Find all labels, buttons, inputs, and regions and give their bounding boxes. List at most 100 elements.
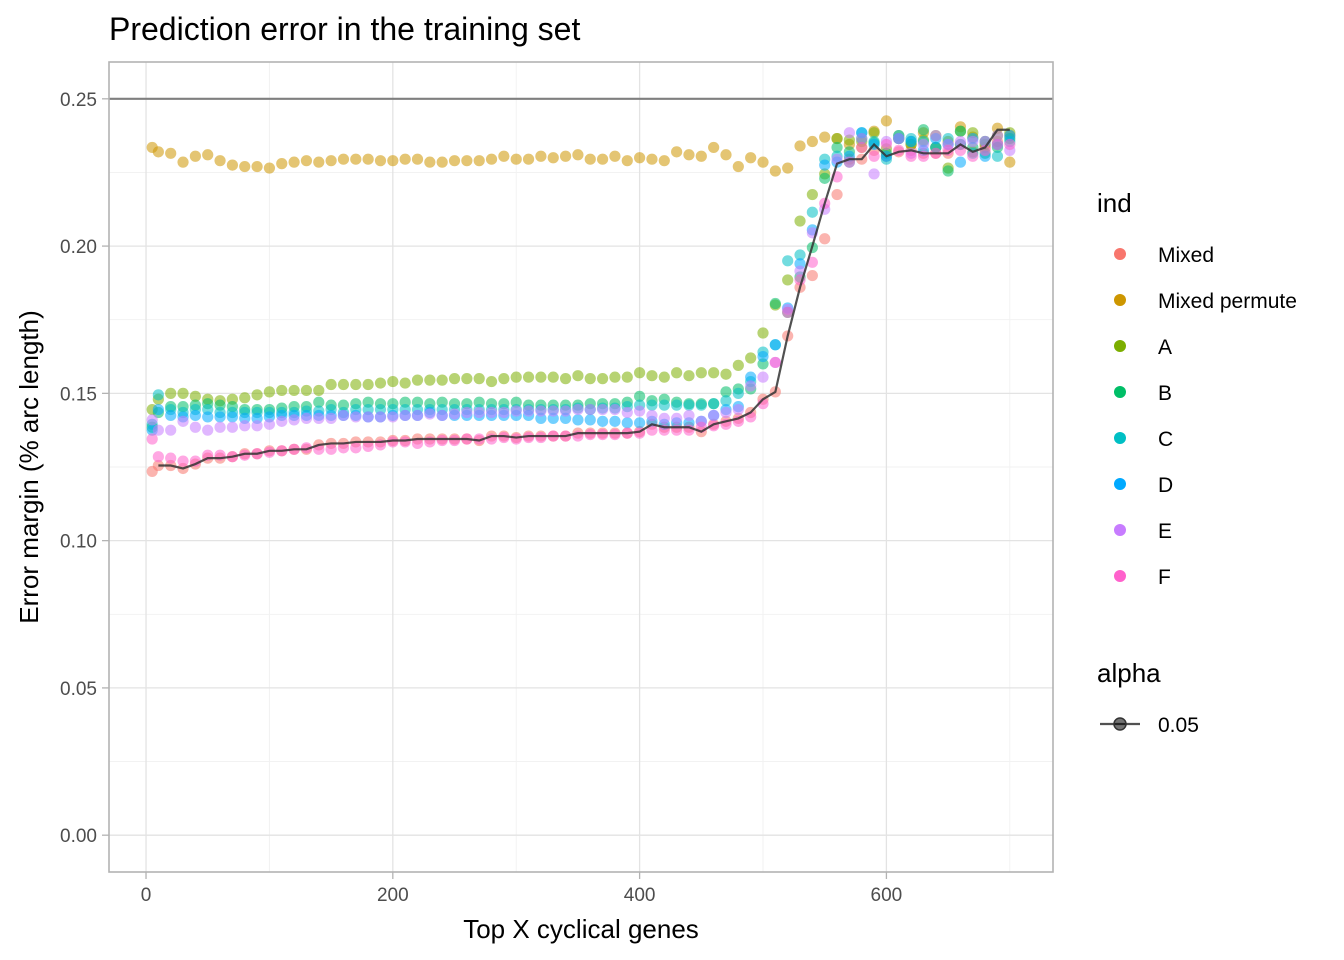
data-point: [782, 255, 794, 267]
data-point: [806, 188, 818, 201]
data-point: [634, 390, 646, 402]
y-tick-label: 0.05: [60, 679, 97, 700]
data-point: [547, 371, 559, 383]
data-point: [165, 409, 177, 422]
data-point: [350, 442, 362, 454]
data-point: [374, 155, 387, 167]
panel-border: [108, 61, 1054, 873]
data-point: [671, 367, 683, 379]
data-point: [819, 233, 831, 245]
data-point: [325, 378, 337, 391]
data-point: [646, 424, 658, 436]
legend-item: Mixed permute: [1114, 290, 1297, 313]
data-point: [584, 414, 596, 426]
legend-item: C: [1114, 428, 1173, 451]
legend-line-point: [1113, 717, 1127, 731]
data-point: [300, 412, 313, 424]
data-point: [146, 414, 158, 426]
data-point: [448, 373, 461, 385]
data-point: [276, 415, 288, 427]
data-point: [448, 434, 461, 447]
data-point: [448, 408, 461, 420]
data-point: [880, 115, 893, 127]
data-point: [572, 370, 584, 382]
data-point: [732, 403, 744, 416]
data-point: [214, 421, 226, 433]
chart-title: Prediction error in the training set: [109, 11, 580, 47]
data-point: [226, 421, 238, 433]
data-point: [843, 127, 855, 139]
data-point: [757, 371, 769, 383]
data-point: [621, 371, 633, 383]
legend-key: [1114, 340, 1126, 352]
series-mixed: [146, 130, 1016, 478]
data-point: [189, 390, 201, 402]
data-point: [683, 370, 695, 382]
data-point: [152, 459, 164, 472]
data-point: [313, 384, 325, 397]
data-point: [596, 373, 609, 385]
data-point: [905, 150, 917, 162]
data-point: [337, 409, 350, 422]
data-point: [535, 431, 547, 444]
data-point: [720, 368, 732, 380]
legend-label: A: [1158, 336, 1172, 359]
data-point: [794, 140, 806, 152]
data-point: [658, 399, 670, 411]
data-point: [387, 375, 399, 388]
legend-line-item: 0.05: [1100, 714, 1199, 737]
alpha-line: [158, 128, 1010, 470]
data-point: [448, 155, 461, 167]
data-point: [634, 367, 646, 379]
data-point: [288, 384, 300, 397]
data-point: [362, 378, 374, 391]
data-point: [498, 150, 510, 162]
data-point: [559, 405, 572, 417]
data-point: [498, 373, 510, 385]
data-point: [522, 405, 535, 417]
data-point: [634, 417, 646, 429]
data-point: [263, 386, 276, 398]
data-point: [288, 156, 300, 168]
data-point: [547, 405, 559, 417]
data-point: [708, 367, 720, 379]
y-axis-title: Error margin (% arc length): [14, 310, 44, 624]
data-point: [387, 155, 399, 167]
data-point: [782, 162, 794, 174]
data-point: [609, 403, 621, 416]
data-point: [461, 373, 473, 385]
data-point: [831, 188, 843, 201]
data-point: [646, 370, 658, 382]
legend-key: [1114, 432, 1126, 444]
data-point: [1004, 130, 1016, 142]
data-point: [214, 155, 226, 167]
data-point: [436, 374, 448, 386]
data-point: [152, 146, 164, 158]
data-point: [942, 165, 954, 177]
data-point: [239, 392, 251, 404]
legend-item: B: [1114, 382, 1172, 405]
data-point: [757, 156, 769, 168]
x-tick-label: 0: [141, 885, 152, 906]
legend-label: Mixed: [1158, 244, 1214, 267]
legend-label: D: [1158, 474, 1173, 497]
data-point: [436, 156, 448, 168]
data-point: [510, 405, 522, 417]
data-point: [917, 124, 930, 136]
data-point: [510, 371, 522, 383]
data-point: [146, 433, 158, 445]
data-point: [226, 159, 238, 171]
legend-label: E: [1158, 520, 1172, 543]
data-point: [325, 155, 337, 167]
data-point: [819, 131, 831, 143]
data-point: [634, 152, 646, 164]
data-point: [1004, 138, 1016, 151]
legend-key: [1114, 386, 1126, 398]
line-layer: [158, 128, 1010, 470]
data-point: [856, 141, 868, 154]
data-point: [300, 155, 313, 167]
x-tick-label: 200: [377, 885, 409, 906]
data-point: [695, 150, 707, 162]
data-point: [559, 373, 572, 385]
data-point: [782, 306, 794, 318]
